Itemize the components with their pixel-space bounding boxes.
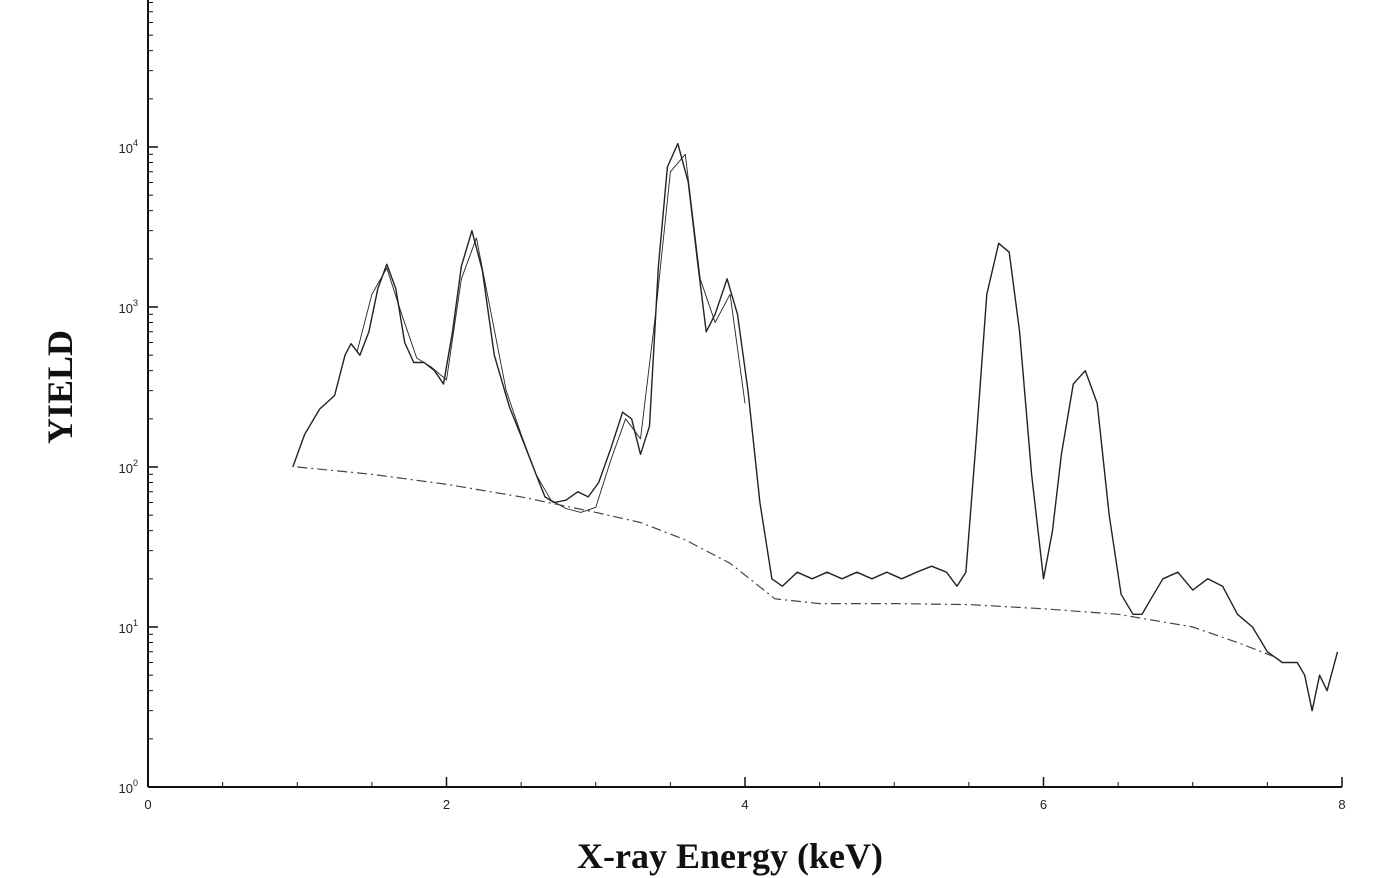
y-tick-label: 101 [119,618,138,636]
x-tick-label: 6 [1040,797,1047,812]
y-tick-label: 102 [119,458,138,476]
series-layer [292,142,1339,712]
x-tick-label: 4 [741,797,748,812]
y-tick-label: 103 [119,298,138,316]
x-tick-label: 0 [144,797,151,812]
x-tick-label: 8 [1338,797,1345,812]
ticks: 0 2 4 6 8 100 101 102 103 104 [119,2,1346,812]
y-axis-title: YIELD [40,330,80,444]
series-line-3 [297,466,1276,658]
y-tick-label: 104 [119,138,138,156]
x-tick-label: 2 [443,797,450,812]
series-line-1 [292,142,1339,712]
axes [147,0,1342,788]
x-axis-title: X-ray Energy (keV) [577,836,883,876]
series-line-2 [356,153,746,513]
y-tick-label: 100 [119,778,138,796]
